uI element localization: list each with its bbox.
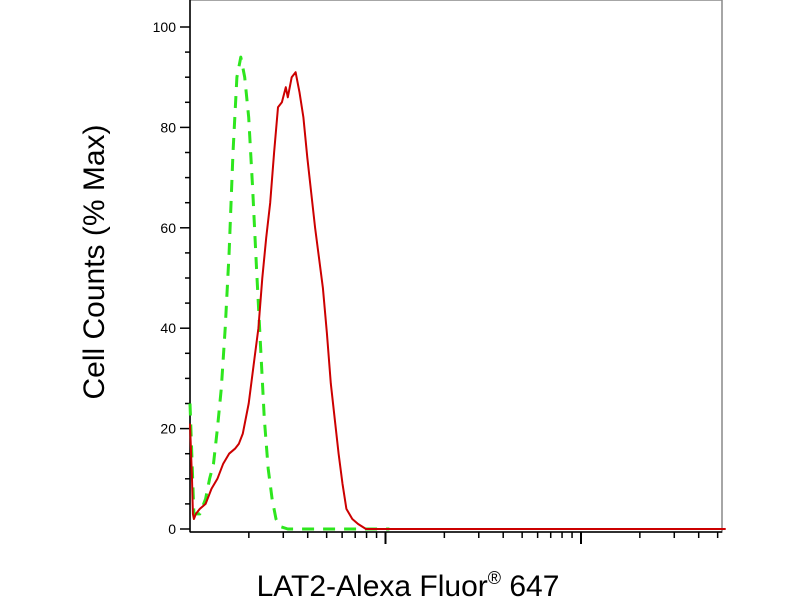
y-tick-label: 100 [153,19,177,35]
y-tick-label: 40 [160,320,176,336]
series-line-2 [189,71,726,530]
x-axis-title: LAT2-Alexa Fluor® 647 [257,568,560,600]
y-tick-label: 60 [160,220,176,236]
x-axis [190,531,722,544]
y-tick-label: 80 [160,119,176,135]
x-axis-title-superscript: ® [488,568,501,588]
y-tick-label: 20 [160,421,176,437]
y-axis-title: Cell Counts (% Max) [78,124,111,399]
plot-frame [189,0,723,533]
y-tick-label: 0 [168,521,176,537]
series-layer [188,55,726,531]
x-axis-title-suffix: 647 [501,570,559,600]
x-axis-title-main: LAT2-Alexa Fluor [257,570,488,600]
y-axis: 0 20 40 60 80 100 [153,0,191,537]
series-line-1 [188,55,390,531]
